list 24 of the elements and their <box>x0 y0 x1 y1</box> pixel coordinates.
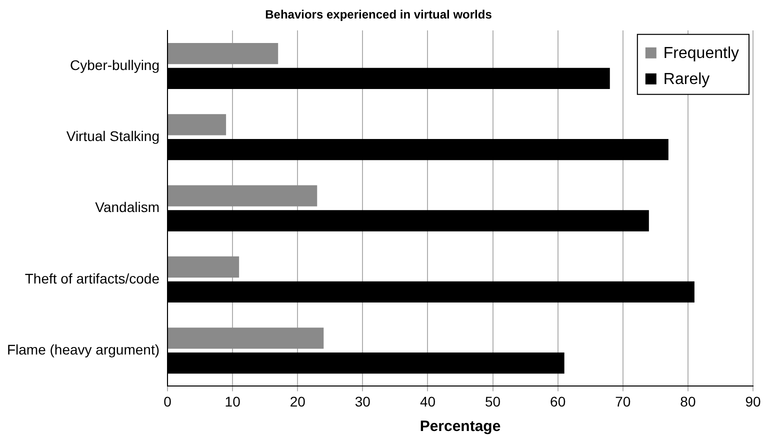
bar <box>168 256 240 278</box>
x-tick-label: 40 <box>420 393 436 410</box>
y-tick-label: Theft of artifacts/code <box>24 270 160 286</box>
x-tick-label: 10 <box>224 393 241 410</box>
x-tick-label: 50 <box>484 393 501 410</box>
legend-label: Rarely <box>663 70 710 88</box>
chart-title: Behaviors experienced in virtual worlds <box>265 8 492 22</box>
bar <box>168 114 226 136</box>
x-tick-label: 30 <box>354 393 371 410</box>
x-tick-label: 90 <box>745 393 761 410</box>
x-tick-label: 70 <box>615 393 631 410</box>
y-tick-label: Cyber-bullying <box>70 56 160 73</box>
x-axis-title: Percentage <box>420 418 501 436</box>
bar <box>168 328 324 349</box>
bar <box>168 185 318 206</box>
legend-label: Frequently <box>663 44 739 62</box>
x-tick-label: 60 <box>550 393 566 410</box>
y-tick-label: Virtual Stalking <box>66 128 160 144</box>
bar <box>168 42 278 64</box>
x-tick-label: 80 <box>680 393 696 410</box>
y-tick-label: Flame (heavy argument) <box>6 341 160 358</box>
x-tick-label: 0 <box>164 393 172 410</box>
x-tick-label: 20 <box>290 393 306 410</box>
y-tick-label: Vandalism <box>95 199 160 216</box>
